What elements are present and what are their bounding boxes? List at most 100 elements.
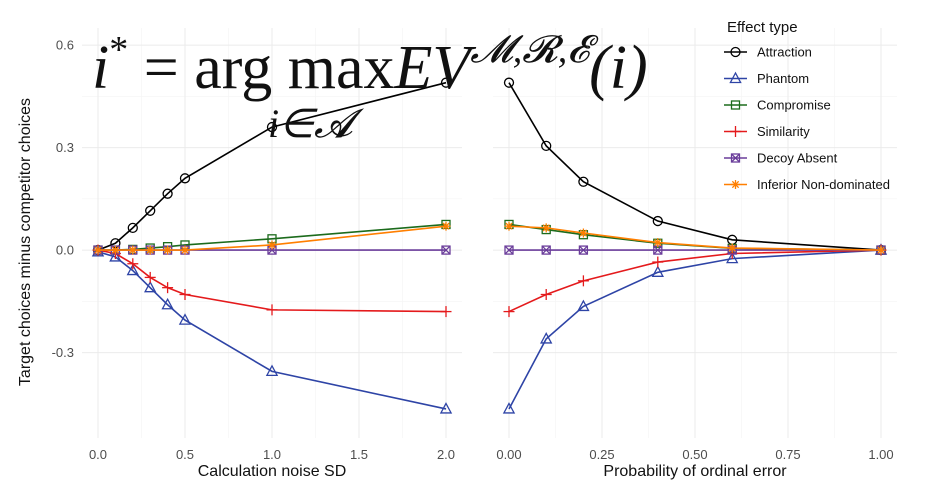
data-point <box>502 402 516 414</box>
data-point <box>110 245 120 255</box>
formula-rhs-pre: = arg max <box>128 34 394 102</box>
legend-item-phantom: Phantom <box>724 71 809 86</box>
data-point <box>540 289 552 300</box>
data-point <box>652 215 663 227</box>
x-tick-label: 2.0 <box>437 447 455 462</box>
x-tick-label: 0.50 <box>682 447 707 462</box>
data-point <box>651 265 664 277</box>
data-point <box>163 245 173 255</box>
series-line <box>97 249 447 313</box>
legend-item-decoy-absent: Decoy Absent <box>724 151 838 166</box>
x-tick-label: 0.00 <box>496 447 521 462</box>
data-point <box>179 173 191 184</box>
formula-sub: i∈𝓐 <box>268 101 365 146</box>
data-point <box>144 271 156 283</box>
data-point <box>145 245 155 255</box>
legend-item-similarity: Similarity <box>724 124 810 139</box>
data-point <box>178 313 192 325</box>
series-line <box>508 225 882 251</box>
data-point <box>503 306 515 318</box>
formula-overlay: i* = arg maxEV𝓜,𝓡,𝓔(i) i∈𝓐 <box>92 29 648 146</box>
data-point <box>145 205 156 216</box>
y-tick-label: 0.0 <box>56 243 74 258</box>
data-point <box>578 176 589 187</box>
x-axis-title: Calculation noise SD <box>198 463 347 480</box>
data-point <box>162 282 174 294</box>
data-point <box>267 240 277 250</box>
data-point <box>876 245 886 255</box>
data-point <box>504 221 514 231</box>
y-axis-title: Target choices minus competitor choices <box>17 98 34 386</box>
data-point <box>727 243 737 253</box>
data-point <box>541 223 551 233</box>
data-point <box>266 304 278 316</box>
data-point <box>127 258 139 270</box>
series-line <box>508 249 882 410</box>
data-point <box>503 77 515 88</box>
data-point <box>266 121 278 133</box>
legend-label: Phantom <box>757 71 809 86</box>
legend-label: Decoy Absent <box>757 151 838 166</box>
legend-key-marker <box>730 126 741 137</box>
legend-label: Similarity <box>757 124 810 139</box>
data-point <box>179 289 191 300</box>
legend-key-marker <box>731 180 740 189</box>
x-tick-label: 0.0 <box>89 447 107 462</box>
data-point <box>653 238 663 248</box>
x-axis-title: Probability of ordinal error <box>603 463 787 480</box>
panel-2: 0.00 0.25 0.50 0.75 1.00 Probability of ordin… <box>493 28 897 480</box>
x-tick-label: 0.75 <box>775 447 800 462</box>
data-point <box>541 245 551 255</box>
legend-label: Attraction <box>757 45 812 60</box>
data-point <box>441 245 451 255</box>
formula-lhs: i <box>92 34 109 102</box>
data-point <box>540 332 553 344</box>
data-point <box>726 251 739 264</box>
y-tick-label: 0.6 <box>56 38 74 53</box>
chart-panels: 0.0 0.5 1.0 1.5 2.0 Calculation noise SD -0.3 0… <box>52 28 897 480</box>
legend-label: Compromise <box>757 98 831 113</box>
series-line <box>97 251 447 410</box>
series-line <box>508 82 882 251</box>
formula-ev: EV <box>394 34 477 102</box>
legend-key-marker <box>730 100 741 110</box>
data-point <box>541 140 552 152</box>
data-point <box>577 299 590 312</box>
series-phantom <box>91 244 453 414</box>
legend-title: Effect type <box>727 19 798 36</box>
formula-arg: (i) <box>589 34 648 102</box>
data-point <box>578 228 588 238</box>
legend: Effect type Attraction Phantom Compromise S… <box>724 19 890 192</box>
data-point <box>577 275 589 287</box>
series-line <box>508 249 882 313</box>
formula-lhs-sup: * <box>109 29 128 71</box>
x-tick-label: 1.00 <box>868 447 893 462</box>
data-point <box>161 297 174 310</box>
series-inferior-non-dominated <box>93 221 451 255</box>
data-point <box>265 364 279 377</box>
series-inferior-non-dominated <box>504 221 886 255</box>
data-point <box>504 245 514 255</box>
y-tick-label: -0.3 <box>52 345 74 360</box>
legend-label: Inferior Non-dominated <box>757 177 890 192</box>
data-point <box>93 245 103 255</box>
data-point <box>441 221 451 231</box>
x-tick-label: 1.0 <box>263 447 281 462</box>
data-point <box>578 245 589 255</box>
x-tick-label: 1.5 <box>350 447 368 462</box>
legend-item-compromise: Compromise <box>724 98 831 113</box>
y-tick-label: 0.3 <box>56 140 74 155</box>
x-tick-label: 0.5 <box>176 447 194 462</box>
data-point <box>126 263 139 276</box>
legend-item-inferior-non-dominated: Inferior Non-dominated <box>724 177 890 192</box>
legend-item-attraction: Attraction <box>724 45 812 60</box>
data-point <box>109 250 122 262</box>
svg-text:i* = arg maxEV𝓜,𝓡,𝓔(i): i* = arg maxEV𝓜,𝓡,𝓔(i) <box>92 29 648 102</box>
panel-1: 0.0 0.5 1.0 1.5 2.0 Calculation noise SD -0.3 0… <box>52 28 462 480</box>
data-point <box>652 256 664 268</box>
data-point <box>127 222 138 234</box>
data-point <box>144 280 157 293</box>
series-attraction <box>92 77 452 256</box>
data-point <box>162 188 173 199</box>
